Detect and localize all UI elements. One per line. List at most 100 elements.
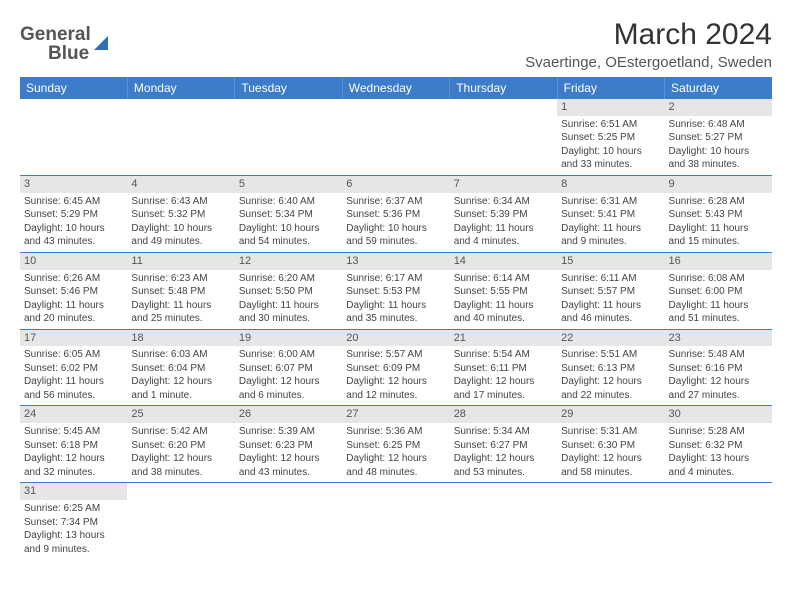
calendar-cell: 27Sunrise: 5:36 AMSunset: 6:25 PMDayligh… bbox=[342, 406, 449, 483]
calendar-cell bbox=[127, 99, 234, 175]
daylight-line2: and 40 minutes. bbox=[454, 312, 553, 326]
day-content: Sunrise: 5:31 AMSunset: 6:30 PMDaylight:… bbox=[557, 423, 664, 482]
sunrise: Sunrise: 6:20 AM bbox=[239, 272, 338, 286]
day-number: 5 bbox=[235, 176, 342, 193]
sunrise: Sunrise: 5:39 AM bbox=[239, 425, 338, 439]
calendar-cell: 28Sunrise: 5:34 AMSunset: 6:27 PMDayligh… bbox=[450, 406, 557, 483]
sunrise: Sunrise: 6:31 AM bbox=[561, 195, 660, 209]
calendar-cell: 14Sunrise: 6:14 AMSunset: 5:55 PMDayligh… bbox=[450, 252, 557, 329]
daylight-line2: and 38 minutes. bbox=[669, 158, 768, 172]
sunrise: Sunrise: 6:28 AM bbox=[669, 195, 768, 209]
daylight-line1: Daylight: 10 hours bbox=[131, 222, 230, 236]
day-content: Sunrise: 6:20 AMSunset: 5:50 PMDaylight:… bbox=[235, 270, 342, 329]
day-content: Sunrise: 5:34 AMSunset: 6:27 PMDaylight:… bbox=[450, 423, 557, 482]
daylight-line1: Daylight: 11 hours bbox=[131, 299, 230, 313]
day-number: 10 bbox=[20, 253, 127, 270]
day-number: 20 bbox=[342, 330, 449, 347]
daylight-line2: and 6 minutes. bbox=[239, 389, 338, 403]
day-number: 28 bbox=[450, 406, 557, 423]
month-title: March 2024 bbox=[525, 18, 772, 52]
daylight-line1: Daylight: 11 hours bbox=[24, 375, 123, 389]
daylight-line1: Daylight: 12 hours bbox=[131, 375, 230, 389]
daylight-line2: and 9 minutes. bbox=[561, 235, 660, 249]
daylight-line1: Daylight: 12 hours bbox=[561, 375, 660, 389]
day-number: 18 bbox=[127, 330, 234, 347]
day-content: Sunrise: 6:11 AMSunset: 5:57 PMDaylight:… bbox=[557, 270, 664, 329]
calendar-cell bbox=[450, 99, 557, 175]
daylight-line1: Daylight: 11 hours bbox=[561, 299, 660, 313]
day-number: 21 bbox=[450, 330, 557, 347]
day-content: Sunrise: 6:34 AMSunset: 5:39 PMDaylight:… bbox=[450, 193, 557, 252]
daylight-line1: Daylight: 12 hours bbox=[346, 452, 445, 466]
logo: General Blue bbox=[20, 26, 108, 64]
sunset: Sunset: 6:23 PM bbox=[239, 439, 338, 453]
daylight-line1: Daylight: 13 hours bbox=[669, 452, 768, 466]
day-content: Sunrise: 5:45 AMSunset: 6:18 PMDaylight:… bbox=[20, 423, 127, 482]
day-number: 25 bbox=[127, 406, 234, 423]
sunset: Sunset: 5:25 PM bbox=[561, 131, 660, 145]
calendar-cell: 31Sunrise: 6:25 AMSunset: 7:34 PMDayligh… bbox=[20, 483, 127, 559]
daylight-line2: and 59 minutes. bbox=[346, 235, 445, 249]
sunrise: Sunrise: 6:43 AM bbox=[131, 195, 230, 209]
daylight-line1: Daylight: 11 hours bbox=[454, 299, 553, 313]
sunrise: Sunrise: 5:45 AM bbox=[24, 425, 123, 439]
day-content: Sunrise: 6:03 AMSunset: 6:04 PMDaylight:… bbox=[127, 346, 234, 405]
calendar-head: SundayMondayTuesdayWednesdayThursdayFrid… bbox=[20, 77, 772, 99]
calendar-cell: 12Sunrise: 6:20 AMSunset: 5:50 PMDayligh… bbox=[235, 252, 342, 329]
daylight-line2: and 54 minutes. bbox=[239, 235, 338, 249]
day-content: Sunrise: 6:05 AMSunset: 6:02 PMDaylight:… bbox=[20, 346, 127, 405]
sunrise: Sunrise: 5:42 AM bbox=[131, 425, 230, 439]
day-number: 7 bbox=[450, 176, 557, 193]
daylight-line1: Daylight: 10 hours bbox=[346, 222, 445, 236]
calendar-cell: 3Sunrise: 6:45 AMSunset: 5:29 PMDaylight… bbox=[20, 175, 127, 252]
calendar-cell: 4Sunrise: 6:43 AMSunset: 5:32 PMDaylight… bbox=[127, 175, 234, 252]
day-number: 17 bbox=[20, 330, 127, 347]
calendar-cell bbox=[127, 483, 234, 559]
sunrise: Sunrise: 5:54 AM bbox=[454, 348, 553, 362]
daylight-line2: and 4 minutes. bbox=[454, 235, 553, 249]
sunset: Sunset: 6:02 PM bbox=[24, 362, 123, 376]
calendar-cell: 23Sunrise: 5:48 AMSunset: 6:16 PMDayligh… bbox=[665, 329, 772, 406]
day-content: Sunrise: 6:31 AMSunset: 5:41 PMDaylight:… bbox=[557, 193, 664, 252]
calendar-cell bbox=[20, 99, 127, 175]
calendar-cell: 11Sunrise: 6:23 AMSunset: 5:48 PMDayligh… bbox=[127, 252, 234, 329]
daylight-line2: and 17 minutes. bbox=[454, 389, 553, 403]
daylight-line2: and 1 minute. bbox=[131, 389, 230, 403]
sunrise: Sunrise: 5:36 AM bbox=[346, 425, 445, 439]
daylight-line2: and 43 minutes. bbox=[24, 235, 123, 249]
daylight-line2: and 30 minutes. bbox=[239, 312, 338, 326]
calendar-cell: 10Sunrise: 6:26 AMSunset: 5:46 PMDayligh… bbox=[20, 252, 127, 329]
sunrise: Sunrise: 6:40 AM bbox=[239, 195, 338, 209]
sunrise: Sunrise: 6:37 AM bbox=[346, 195, 445, 209]
sunset: Sunset: 6:11 PM bbox=[454, 362, 553, 376]
day-number: 15 bbox=[557, 253, 664, 270]
header: General Blue March 2024 Svaertinge, OEst… bbox=[20, 18, 772, 71]
daylight-line2: and 15 minutes. bbox=[669, 235, 768, 249]
sunset: Sunset: 6:27 PM bbox=[454, 439, 553, 453]
day-number: 26 bbox=[235, 406, 342, 423]
calendar-cell: 5Sunrise: 6:40 AMSunset: 5:34 PMDaylight… bbox=[235, 175, 342, 252]
sunset: Sunset: 6:13 PM bbox=[561, 362, 660, 376]
daylight-line2: and 48 minutes. bbox=[346, 466, 445, 480]
daylight-line1: Daylight: 12 hours bbox=[454, 452, 553, 466]
day-header: Saturday bbox=[665, 77, 772, 99]
calendar: SundayMondayTuesdayWednesdayThursdayFrid… bbox=[20, 77, 772, 559]
sunrise: Sunrise: 6:08 AM bbox=[669, 272, 768, 286]
sunrise: Sunrise: 6:03 AM bbox=[131, 348, 230, 362]
sunset: Sunset: 5:36 PM bbox=[346, 208, 445, 222]
calendar-cell: 20Sunrise: 5:57 AMSunset: 6:09 PMDayligh… bbox=[342, 329, 449, 406]
sunset: Sunset: 6:04 PM bbox=[131, 362, 230, 376]
daylight-line2: and 58 minutes. bbox=[561, 466, 660, 480]
day-number: 14 bbox=[450, 253, 557, 270]
day-header: Wednesday bbox=[342, 77, 449, 99]
calendar-cell bbox=[342, 99, 449, 175]
logo-word2: Blue bbox=[48, 43, 89, 64]
daylight-line2: and 49 minutes. bbox=[131, 235, 230, 249]
calendar-cell: 25Sunrise: 5:42 AMSunset: 6:20 PMDayligh… bbox=[127, 406, 234, 483]
sunset: Sunset: 5:50 PM bbox=[239, 285, 338, 299]
daylight-line1: Daylight: 10 hours bbox=[669, 145, 768, 159]
calendar-cell bbox=[235, 99, 342, 175]
sunrise: Sunrise: 5:31 AM bbox=[561, 425, 660, 439]
day-content: Sunrise: 6:17 AMSunset: 5:53 PMDaylight:… bbox=[342, 270, 449, 329]
sunset: Sunset: 5:57 PM bbox=[561, 285, 660, 299]
